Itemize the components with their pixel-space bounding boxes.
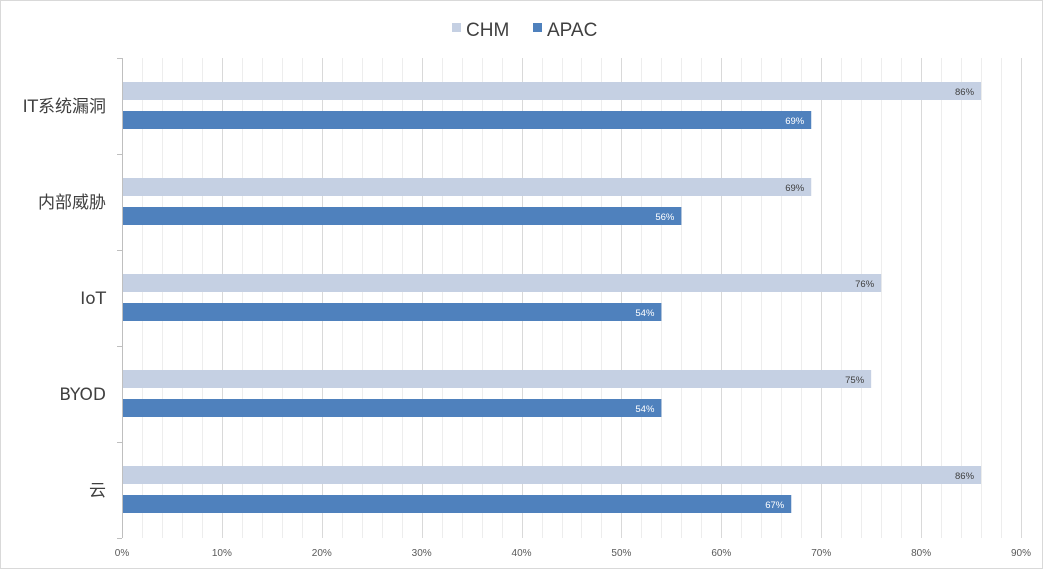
legend: CHM APAC	[452, 20, 597, 41]
data-label: 86%	[955, 87, 975, 98]
x-tick-label: 50%	[611, 548, 631, 559]
data-label: 69%	[785, 116, 805, 127]
legend-swatch-apac	[533, 23, 542, 32]
category-label: BYOD	[59, 385, 106, 405]
x-tick-label: 90%	[1011, 548, 1031, 559]
gridlines	[117, 58, 1022, 539]
bar-apac	[123, 207, 682, 225]
x-tick-label: 60%	[711, 548, 731, 559]
category-label: 内部威胁	[38, 193, 106, 213]
data-label: 56%	[655, 212, 675, 223]
x-tick-label: 10%	[212, 548, 232, 559]
x-axis-ticks: 0% 10% 20% 30% 40% 50% 60% 70% 80% 90%	[115, 548, 1031, 559]
data-label: 54%	[635, 308, 655, 319]
x-tick-label: 30%	[412, 548, 432, 559]
bar-apac	[123, 111, 812, 129]
bar-chm	[123, 370, 872, 388]
bars	[123, 82, 982, 513]
bar-apac	[123, 399, 662, 417]
data-label: 69%	[785, 183, 805, 194]
data-labels: 86% 69% 69% 56% 76% 54% 75% 54% 86% 67%	[635, 87, 974, 511]
data-label: 75%	[845, 375, 865, 386]
legend-label-chm: CHM	[466, 20, 509, 41]
x-tick-label: 70%	[811, 548, 831, 559]
data-label: 67%	[765, 500, 785, 511]
bar-chm	[123, 178, 812, 196]
bar-chm	[123, 82, 982, 100]
data-label: 86%	[955, 471, 975, 482]
data-label: 76%	[855, 279, 875, 290]
x-tick-label: 0%	[115, 548, 130, 559]
x-tick-label: 80%	[911, 548, 931, 559]
legend-swatch-chm	[452, 23, 461, 32]
category-label: 云	[89, 481, 106, 501]
bar-apac	[123, 303, 662, 321]
category-label: IoT	[80, 289, 106, 309]
x-tick-label: 40%	[512, 548, 532, 559]
legend-label-apac: APAC	[547, 20, 597, 41]
bar-chm	[123, 274, 882, 292]
bar-chm	[123, 466, 982, 484]
x-tick-label: 20%	[312, 548, 332, 559]
data-label: 54%	[635, 404, 655, 415]
category-label: IT系统漏洞	[23, 97, 106, 117]
bar-apac	[123, 495, 792, 513]
